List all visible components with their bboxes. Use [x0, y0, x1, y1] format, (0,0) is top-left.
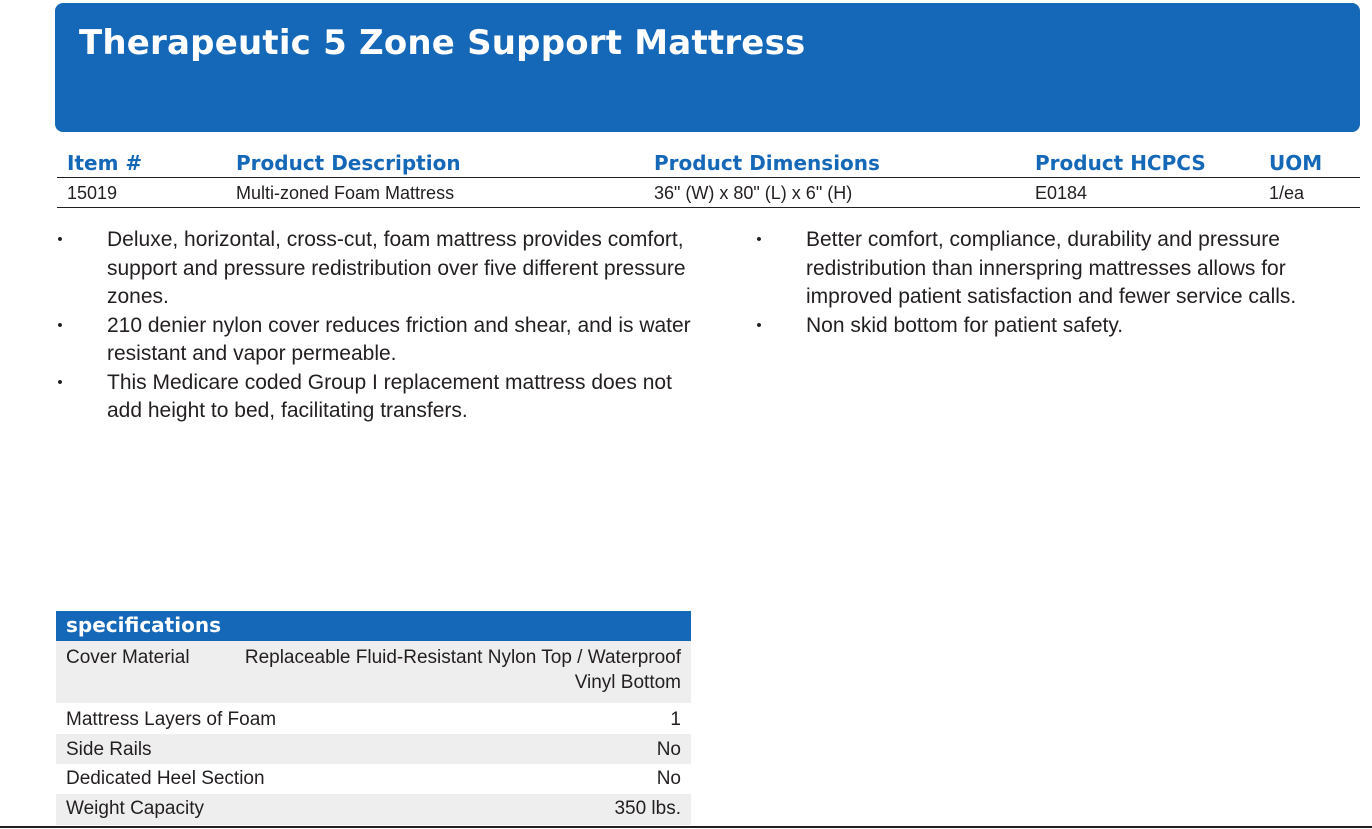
cell-product-hcpcs: E0184 — [1035, 183, 1088, 203]
header-product-dimensions: Product Dimensions — [654, 151, 880, 175]
list-item: • Non skid bottom for patient safety. — [755, 312, 1365, 341]
cell-uom: 1/ea — [1269, 183, 1305, 203]
spec-value: 350 lbs. — [614, 798, 681, 819]
specifications-heading: specifications — [56, 611, 691, 641]
spec-label: Cover Material — [66, 647, 190, 668]
spec-value: 1 — [670, 709, 681, 730]
feature-list-left: • Deluxe, horizontal, cross-cut, foam mat… — [56, 226, 696, 426]
spec-value: No — [656, 768, 681, 789]
header-item-number: Item # — [67, 151, 143, 175]
spec-row-heel-section: Dedicated Heel Section No — [56, 764, 691, 794]
list-item-text: Better comfort, compliance, durability a… — [806, 228, 1297, 308]
table-row: 15019 Multi-zoned Foam Mattress 36" (W) … — [57, 178, 1360, 208]
header-uom: UOM — [1269, 151, 1323, 175]
page-title: Therapeutic 5 Zone Support Mattress — [79, 23, 806, 63]
page-bottom-divider — [0, 826, 1372, 828]
product-table-header: Item # Product Description Product Dimen… — [57, 149, 1360, 178]
cell-item-number: 15019 — [67, 183, 118, 203]
product-table: Item # Product Description Product Dimen… — [57, 149, 1360, 208]
list-item-text: 210 denier nylon cover reduces friction … — [107, 313, 691, 366]
cell-product-dimensions: 36" (W) x 80" (L) x 6" (H) — [654, 183, 853, 203]
bullet-icon: • — [57, 316, 63, 334]
feature-list-right: • Better comfort, compliance, durability … — [755, 226, 1365, 340]
spec-value: No — [656, 739, 681, 760]
list-item-text: Deluxe, horizontal, cross-cut, foam matt… — [107, 228, 686, 308]
spec-row-side-rails: Side Rails No — [56, 734, 691, 764]
bullet-icon: • — [57, 231, 63, 248]
spec-label: Dedicated Heel Section — [66, 768, 265, 789]
list-item: • 210 denier nylon cover reduces friction… — [56, 312, 696, 369]
list-item-text: Non skid bottom for patient safety. — [806, 313, 1124, 337]
specifications-table: specifications Cover Material Replaceabl… — [56, 611, 691, 825]
spec-value: Replaceable Fluid-Resistant Nylon Top / … — [244, 647, 681, 693]
spec-row-foam-layers: Mattress Layers of Foam 1 — [56, 703, 691, 734]
header-product-hcpcs: Product HCPCS — [1035, 151, 1206, 175]
spec-label: Side Rails — [66, 739, 152, 760]
cell-product-description: Multi-zoned Foam Mattress — [236, 183, 455, 203]
list-item: • Deluxe, horizontal, cross-cut, foam mat… — [56, 226, 696, 312]
bullet-icon: • — [57, 373, 63, 391]
spec-row-cover-material: Cover Material Replaceable Fluid-Resista… — [56, 641, 691, 703]
spec-row-weight-capacity: Weight Capacity 350 lbs. — [56, 794, 691, 825]
title-banner: Therapeutic 5 Zone Support Mattress — [55, 3, 1360, 132]
header-product-description: Product Description — [236, 151, 461, 175]
bullet-icon: • — [756, 231, 762, 248]
list-item: • This Medicare coded Group I replacement… — [56, 369, 696, 426]
bullet-icon: • — [756, 316, 762, 334]
spec-label: Mattress Layers of Foam — [66, 709, 277, 730]
list-item-text: This Medicare coded Group I replacement … — [107, 370, 672, 423]
list-item: • Better comfort, compliance, durability … — [755, 226, 1365, 312]
spec-label: Weight Capacity — [66, 798, 204, 819]
